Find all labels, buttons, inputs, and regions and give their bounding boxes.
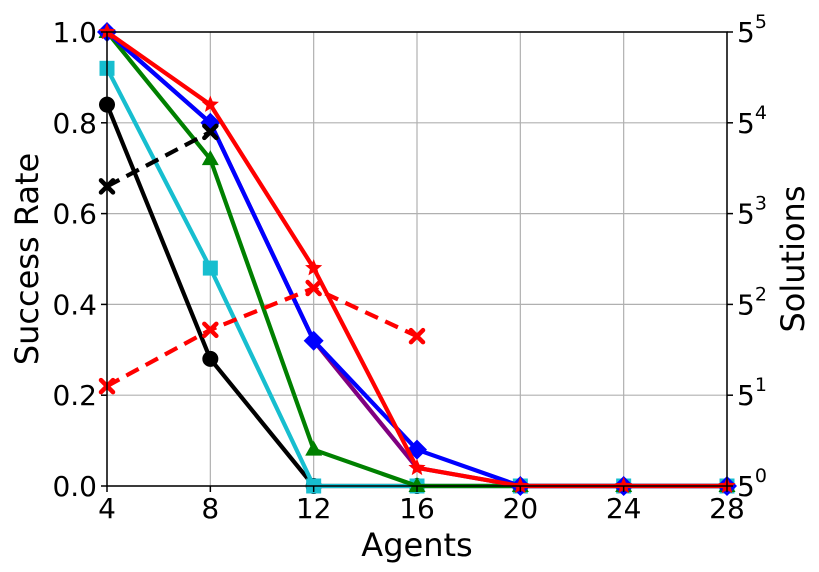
y-tick-label: 0.8	[52, 107, 97, 140]
y-tick-label: 0.2	[52, 379, 97, 412]
data-point	[202, 260, 218, 276]
x-ticks: 4 8 12 16 20 24 28	[98, 486, 745, 525]
data-point	[202, 321, 219, 339]
x-axis-label: Agents	[361, 526, 472, 564]
y2-ticks: 50 51 52 53 54 55	[727, 11, 767, 503]
grid	[106, 31, 728, 487]
y2-axis-label: Solutions	[774, 185, 812, 332]
data-point	[305, 440, 323, 456]
y2-tick-label: 55	[737, 11, 767, 49]
data-point-stroke	[202, 321, 219, 339]
y2-tick-label: 50	[737, 465, 767, 503]
data-point	[305, 279, 322, 297]
data-point-stroke	[305, 279, 322, 297]
data-point	[202, 350, 219, 367]
x-tick-label: 12	[296, 492, 332, 525]
data-point	[408, 327, 426, 345]
data-point	[615, 477, 633, 494]
x-tick-label: 24	[606, 492, 642, 525]
y-tick-label: 0.0	[52, 470, 97, 503]
y2-tick-label: 51	[737, 374, 767, 412]
data-point	[408, 477, 426, 492]
data-point-stroke	[408, 327, 426, 345]
data-point-stroke	[202, 123, 219, 141]
series-line	[105, 286, 418, 388]
data-point	[408, 458, 426, 476]
y2-tick-label: 54	[737, 102, 767, 140]
data-point	[201, 95, 219, 112]
data-point	[202, 123, 219, 141]
y-tick-label: 0.4	[52, 288, 97, 321]
x-tick-label: 8	[201, 492, 219, 525]
y-tick-label: 0.6	[52, 198, 97, 231]
series-line	[106, 130, 212, 189]
x-tick-label: 20	[503, 492, 539, 525]
x-tick-label: 28	[709, 492, 745, 525]
y-axis-label: Success Rate	[8, 153, 46, 365]
x-tick-label: 4	[98, 492, 116, 525]
y2-tick-label: 52	[737, 283, 767, 321]
data-point	[201, 150, 219, 166]
y-ticks: 0.0 0.2 0.4 0.6 0.8 1.0	[52, 16, 107, 503]
x-tick-label: 16	[399, 492, 435, 525]
data-point	[303, 330, 324, 351]
y-tick-label: 1.0	[52, 16, 97, 49]
data-point	[305, 259, 323, 276]
data-point	[98, 23, 116, 40]
y2-tick-label: 53	[737, 193, 767, 231]
data-point	[511, 477, 529, 494]
